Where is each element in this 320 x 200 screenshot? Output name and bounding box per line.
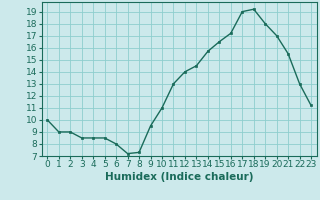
- X-axis label: Humidex (Indice chaleur): Humidex (Indice chaleur): [105, 172, 253, 182]
